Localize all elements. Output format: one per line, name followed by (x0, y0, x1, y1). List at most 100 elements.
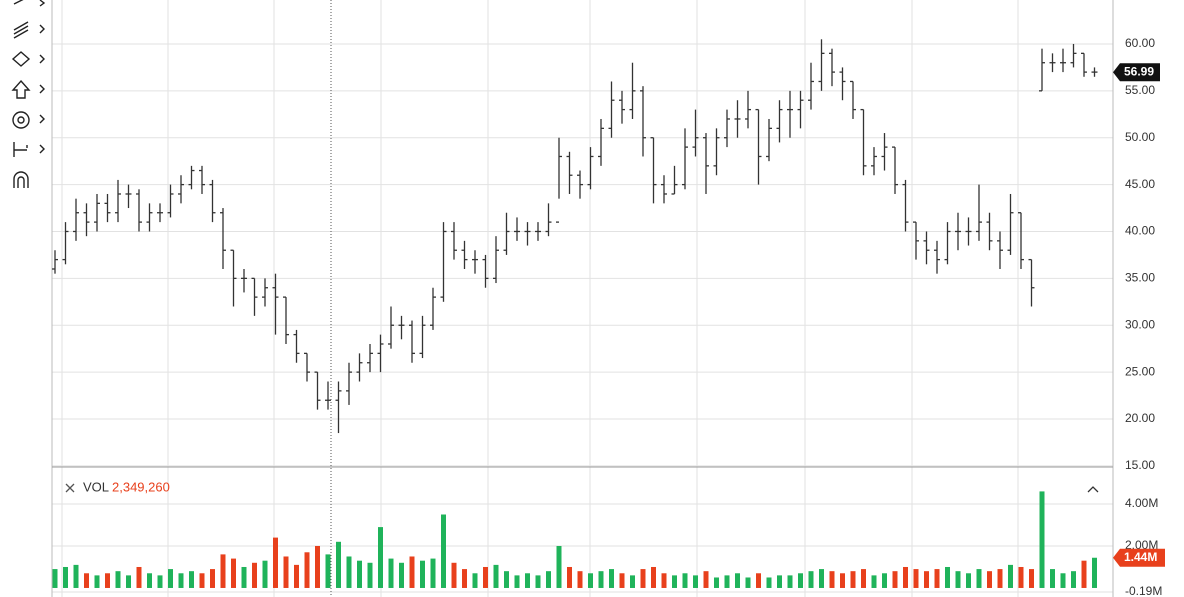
volume-bar (1029, 569, 1034, 588)
volume-bar (1060, 573, 1066, 588)
volume-bar (714, 577, 719, 588)
y-tick-label: 50.00 (1125, 130, 1155, 144)
volume-bar (514, 575, 520, 588)
volume-bar (273, 537, 278, 588)
text-tool[interactable] (12, 111, 30, 129)
volume-bar (168, 569, 173, 588)
volume-bar (745, 577, 751, 588)
volume-bar (378, 527, 383, 588)
y-tick-label: 4.00M (1125, 496, 1158, 510)
volume-bar (388, 558, 394, 588)
volume-bar (357, 560, 362, 588)
volume-bar (420, 560, 425, 588)
last-volume-badge (1113, 548, 1165, 567)
volume-bar (367, 562, 373, 588)
volume-bar (672, 575, 677, 588)
volume-bar (493, 564, 499, 588)
last-volume-label: 1.44M (1124, 550, 1157, 564)
volume-bar (336, 541, 341, 588)
volume-bar (283, 556, 289, 588)
volume-bar (913, 569, 919, 588)
volume-bar (451, 562, 457, 588)
volume-bar (976, 569, 982, 588)
volume-bar (630, 575, 635, 588)
toolbar[interactable] (11, 0, 46, 188)
y-tick-label: -0.19M (1125, 584, 1162, 597)
volume-bar (651, 566, 656, 588)
volume-bar (262, 560, 268, 588)
volume-bar (315, 545, 320, 588)
volume-bar (1081, 560, 1087, 588)
volume-bar (661, 573, 667, 588)
volume-bar (525, 573, 530, 588)
volume-bar (777, 575, 782, 588)
volume-bar (115, 571, 121, 588)
volume-bar (966, 573, 971, 588)
magnet-tool[interactable] (13, 171, 29, 188)
y-tick-label: 30.00 (1125, 317, 1155, 331)
volume-bar (619, 573, 625, 588)
volume-bar (567, 566, 572, 588)
volume-bar (52, 569, 58, 588)
volume-bar (157, 575, 163, 588)
volume-bar (766, 577, 772, 588)
y-tick-label: 20.00 (1125, 411, 1155, 425)
volume-bar (735, 573, 740, 588)
arrow-tool[interactable] (11, 79, 31, 99)
volume-bar (399, 562, 404, 588)
volume-bar (210, 569, 215, 588)
y-tick-label: 15.00 (1125, 458, 1155, 472)
volume-bar (126, 575, 131, 588)
volume-label: VOL (83, 479, 109, 494)
volume-bar (703, 571, 709, 588)
volume-bar (1039, 491, 1045, 588)
volume-bar (252, 562, 257, 588)
volume-bar (850, 571, 856, 588)
volume-bar (441, 514, 446, 588)
volume-bar (472, 573, 478, 588)
volume-bar (136, 566, 142, 588)
volume-bar (808, 571, 814, 588)
collapse-volume[interactable] (1087, 486, 1099, 493)
tool-expanders[interactable] (39, 0, 46, 154)
volume-bar (693, 575, 698, 588)
volume-bar (924, 571, 929, 588)
volume-bar (871, 575, 877, 588)
text-tool-inner (17, 116, 25, 124)
volume-bar (1071, 571, 1076, 588)
shape-tool[interactable] (11, 51, 31, 67)
y-tick-label: 55.00 (1125, 83, 1155, 97)
volume-bar (462, 569, 467, 588)
volume-bar (787, 575, 793, 588)
volume-bar (598, 571, 604, 588)
volume-bar (861, 569, 866, 588)
fib-tool[interactable] (13, 21, 29, 39)
volume-bar (987, 571, 992, 588)
volume-bar (1018, 566, 1024, 588)
volume-bar (955, 571, 961, 588)
y-tick-label: 25.00 (1125, 364, 1155, 378)
volume-bar (546, 571, 551, 588)
volume-bar (430, 558, 436, 588)
last-price-label: 56.99 (1124, 64, 1154, 78)
y-tick-label: 60.00 (1125, 36, 1155, 50)
volume-bar (945, 566, 950, 588)
volume-bar (231, 558, 236, 588)
volume-bar (189, 571, 194, 588)
volume-bar (840, 573, 845, 588)
volume-bar (682, 573, 688, 588)
y-tick-label: 45.00 (1125, 177, 1155, 191)
volume-current: 2,349,260 (112, 479, 170, 494)
y-tick-label: 40.00 (1125, 224, 1155, 238)
line-tool[interactable] (13, 0, 26, 5)
volume-bar (105, 573, 110, 588)
volume-bar (504, 571, 509, 588)
volume-bar (882, 573, 887, 588)
volume-bar (304, 552, 310, 588)
volume-bar (640, 569, 646, 588)
measure-tool[interactable] (13, 142, 28, 157)
last-price-badge (1113, 63, 1160, 82)
close-volume[interactable] (65, 483, 75, 493)
volume-bar (997, 569, 1003, 588)
